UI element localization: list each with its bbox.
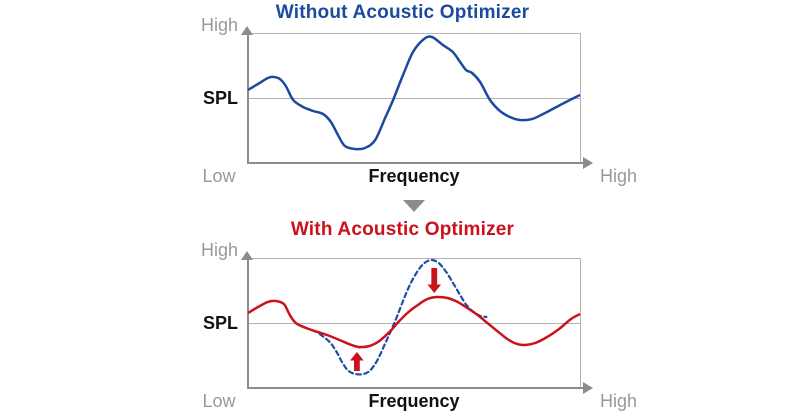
x-axis-arrow-icon (583, 382, 593, 394)
chart-with-optimizer: With Acoustic Optimizer High SPL Low Fre… (0, 218, 805, 413)
chart-title: With Acoustic Optimizer (290, 219, 515, 240)
down-triangle-icon (403, 200, 425, 212)
y-axis-title-spl: SPL (202, 313, 238, 333)
x-axis-high-label: High (600, 391, 638, 411)
y-axis-line (247, 29, 249, 163)
frequency-response-curves (247, 35, 581, 151)
chart-title: Without Acoustic Optimizer (275, 2, 530, 23)
curve-uncorrected-response (247, 35, 581, 151)
curve-original-response-dashed (318, 258, 488, 376)
plot-area (248, 33, 581, 164)
x-axis-title-frequency: Frequency (368, 166, 460, 186)
y-axis-high-label: High (200, 15, 238, 35)
y-axis-line (247, 254, 249, 388)
y-axis-arrow-icon (241, 26, 253, 35)
x-axis-title-frequency: Frequency (368, 391, 460, 411)
x-axis-line (247, 387, 584, 389)
x-axis-high-label: High (600, 166, 638, 186)
correction-arrow-down-icon (427, 268, 442, 293)
y-axis-high-label: High (200, 240, 238, 260)
x-axis-line (247, 162, 584, 164)
y-axis-title-spl: SPL (202, 88, 238, 108)
plot-area (248, 258, 581, 389)
correction-arrow-up-icon (350, 351, 364, 371)
x-axis-low-label: Low (202, 166, 236, 186)
x-axis-low-label: Low (202, 391, 236, 411)
spl-reference-line (249, 98, 580, 99)
x-axis-arrow-icon (583, 157, 593, 169)
curve-optimized-response (247, 295, 581, 349)
spl-reference-line (249, 323, 580, 324)
frequency-response-curves (247, 258, 581, 376)
y-axis-arrow-icon (241, 251, 253, 260)
chart-without-optimizer: Without Acoustic Optimizer High SPL Low … (0, 0, 805, 195)
